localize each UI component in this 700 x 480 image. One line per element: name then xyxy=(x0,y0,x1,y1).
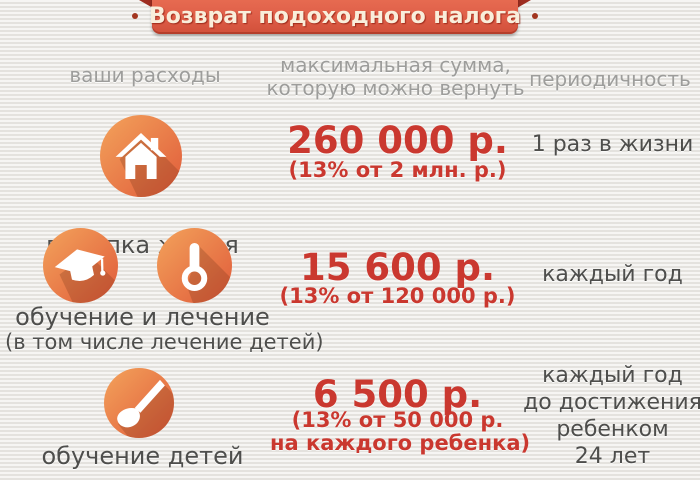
row3-amount: 6 500 р. xyxy=(312,373,483,416)
house-icon xyxy=(100,115,182,197)
row2-periodicity: каждый год xyxy=(542,262,683,287)
column-header-periodicity: периодичность xyxy=(529,67,691,91)
row3-label: обучение детей xyxy=(41,442,244,470)
row3-periodicity-line4: 24 лет xyxy=(574,444,651,469)
paintbrush-icon xyxy=(104,368,174,438)
ribbon-dot-right-icon xyxy=(532,13,539,19)
row1-periodicity: 1 раз в жизни xyxy=(531,132,694,157)
row3-periodicity-line3: ребенком xyxy=(556,417,669,442)
row2-amount: 15 600 р. xyxy=(299,246,496,289)
row3-periodicity-line2: до достижения xyxy=(523,390,700,415)
row1-amount: 260 000 р. xyxy=(287,119,508,162)
column-header-max-amount-line1: максимальная сумма, xyxy=(280,53,511,77)
row2-label: обучение и лечение xyxy=(15,303,270,331)
row3-periodicity: каждый год до достижения ребенком 24 лет xyxy=(520,362,700,470)
row1-amount-note: (13% от 2 млн. р.) xyxy=(288,158,507,182)
ribbon-dot-left-icon xyxy=(131,13,138,19)
row3-amount-note-line2: на каждого ребенка) xyxy=(270,431,531,455)
row3-amount-note-line1: (13% от 50 000 р. xyxy=(291,408,504,432)
column-header-max-amount: максимальная сумма, которую можно вернут… xyxy=(263,54,528,100)
thermometer-icon xyxy=(157,228,232,303)
row3-periodicity-line1: каждый год xyxy=(542,363,683,388)
column-header-expenses: ваши расходы xyxy=(69,63,221,87)
graduation-cap-icon xyxy=(43,228,118,303)
page-title: Возврат подоходного налога xyxy=(148,3,522,29)
header-ribbon: Возврат подоходного налога xyxy=(131,0,539,34)
column-header-max-amount-line2: которую можно вернуть xyxy=(266,76,525,100)
row2-sublabel: (в том числе лечение детей) xyxy=(5,330,324,354)
row2-amount-note: (13% от 120 000 р.) xyxy=(279,284,516,308)
